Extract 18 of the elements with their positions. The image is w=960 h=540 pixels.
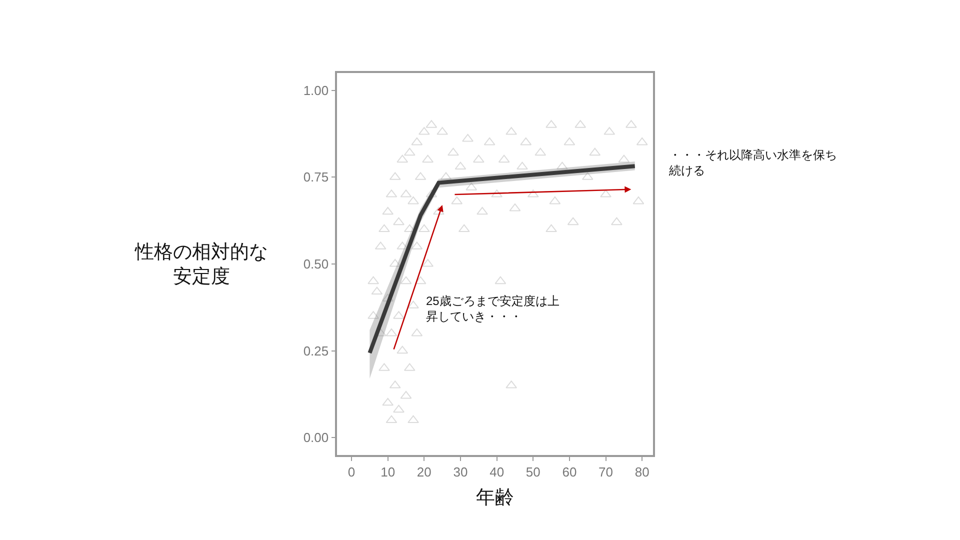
x-tick-label: 40 bbox=[490, 464, 504, 480]
x-tick-label: 80 bbox=[634, 464, 650, 480]
y-axis-title: 性格の相対的な安定度 bbox=[134, 241, 268, 288]
y-tick-label: 1.00 bbox=[303, 82, 329, 98]
x-tick-label: 70 bbox=[598, 464, 614, 480]
text: ・・・それ以降高い水準を保ち続ける bbox=[668, 148, 837, 178]
y-tick-label: 0.50 bbox=[303, 256, 329, 272]
y-tick-label: 0.00 bbox=[303, 430, 329, 446]
y-tick-label: 0.75 bbox=[303, 170, 329, 185]
x-tick-label: 30 bbox=[453, 464, 468, 480]
annotation: 25歳ごろまで安定度は上昇していき・・・ bbox=[426, 294, 560, 324]
x-tick-label: 50 bbox=[526, 464, 540, 480]
x-tick-label: 20 bbox=[416, 464, 432, 480]
x-axis-title: 年齢 bbox=[476, 488, 514, 509]
y-tick-label: 0.25 bbox=[303, 343, 329, 358]
x-tick-label: 60 bbox=[562, 464, 577, 480]
x-tick-label: 0 bbox=[348, 464, 356, 480]
x-tick-label: 10 bbox=[380, 464, 396, 480]
